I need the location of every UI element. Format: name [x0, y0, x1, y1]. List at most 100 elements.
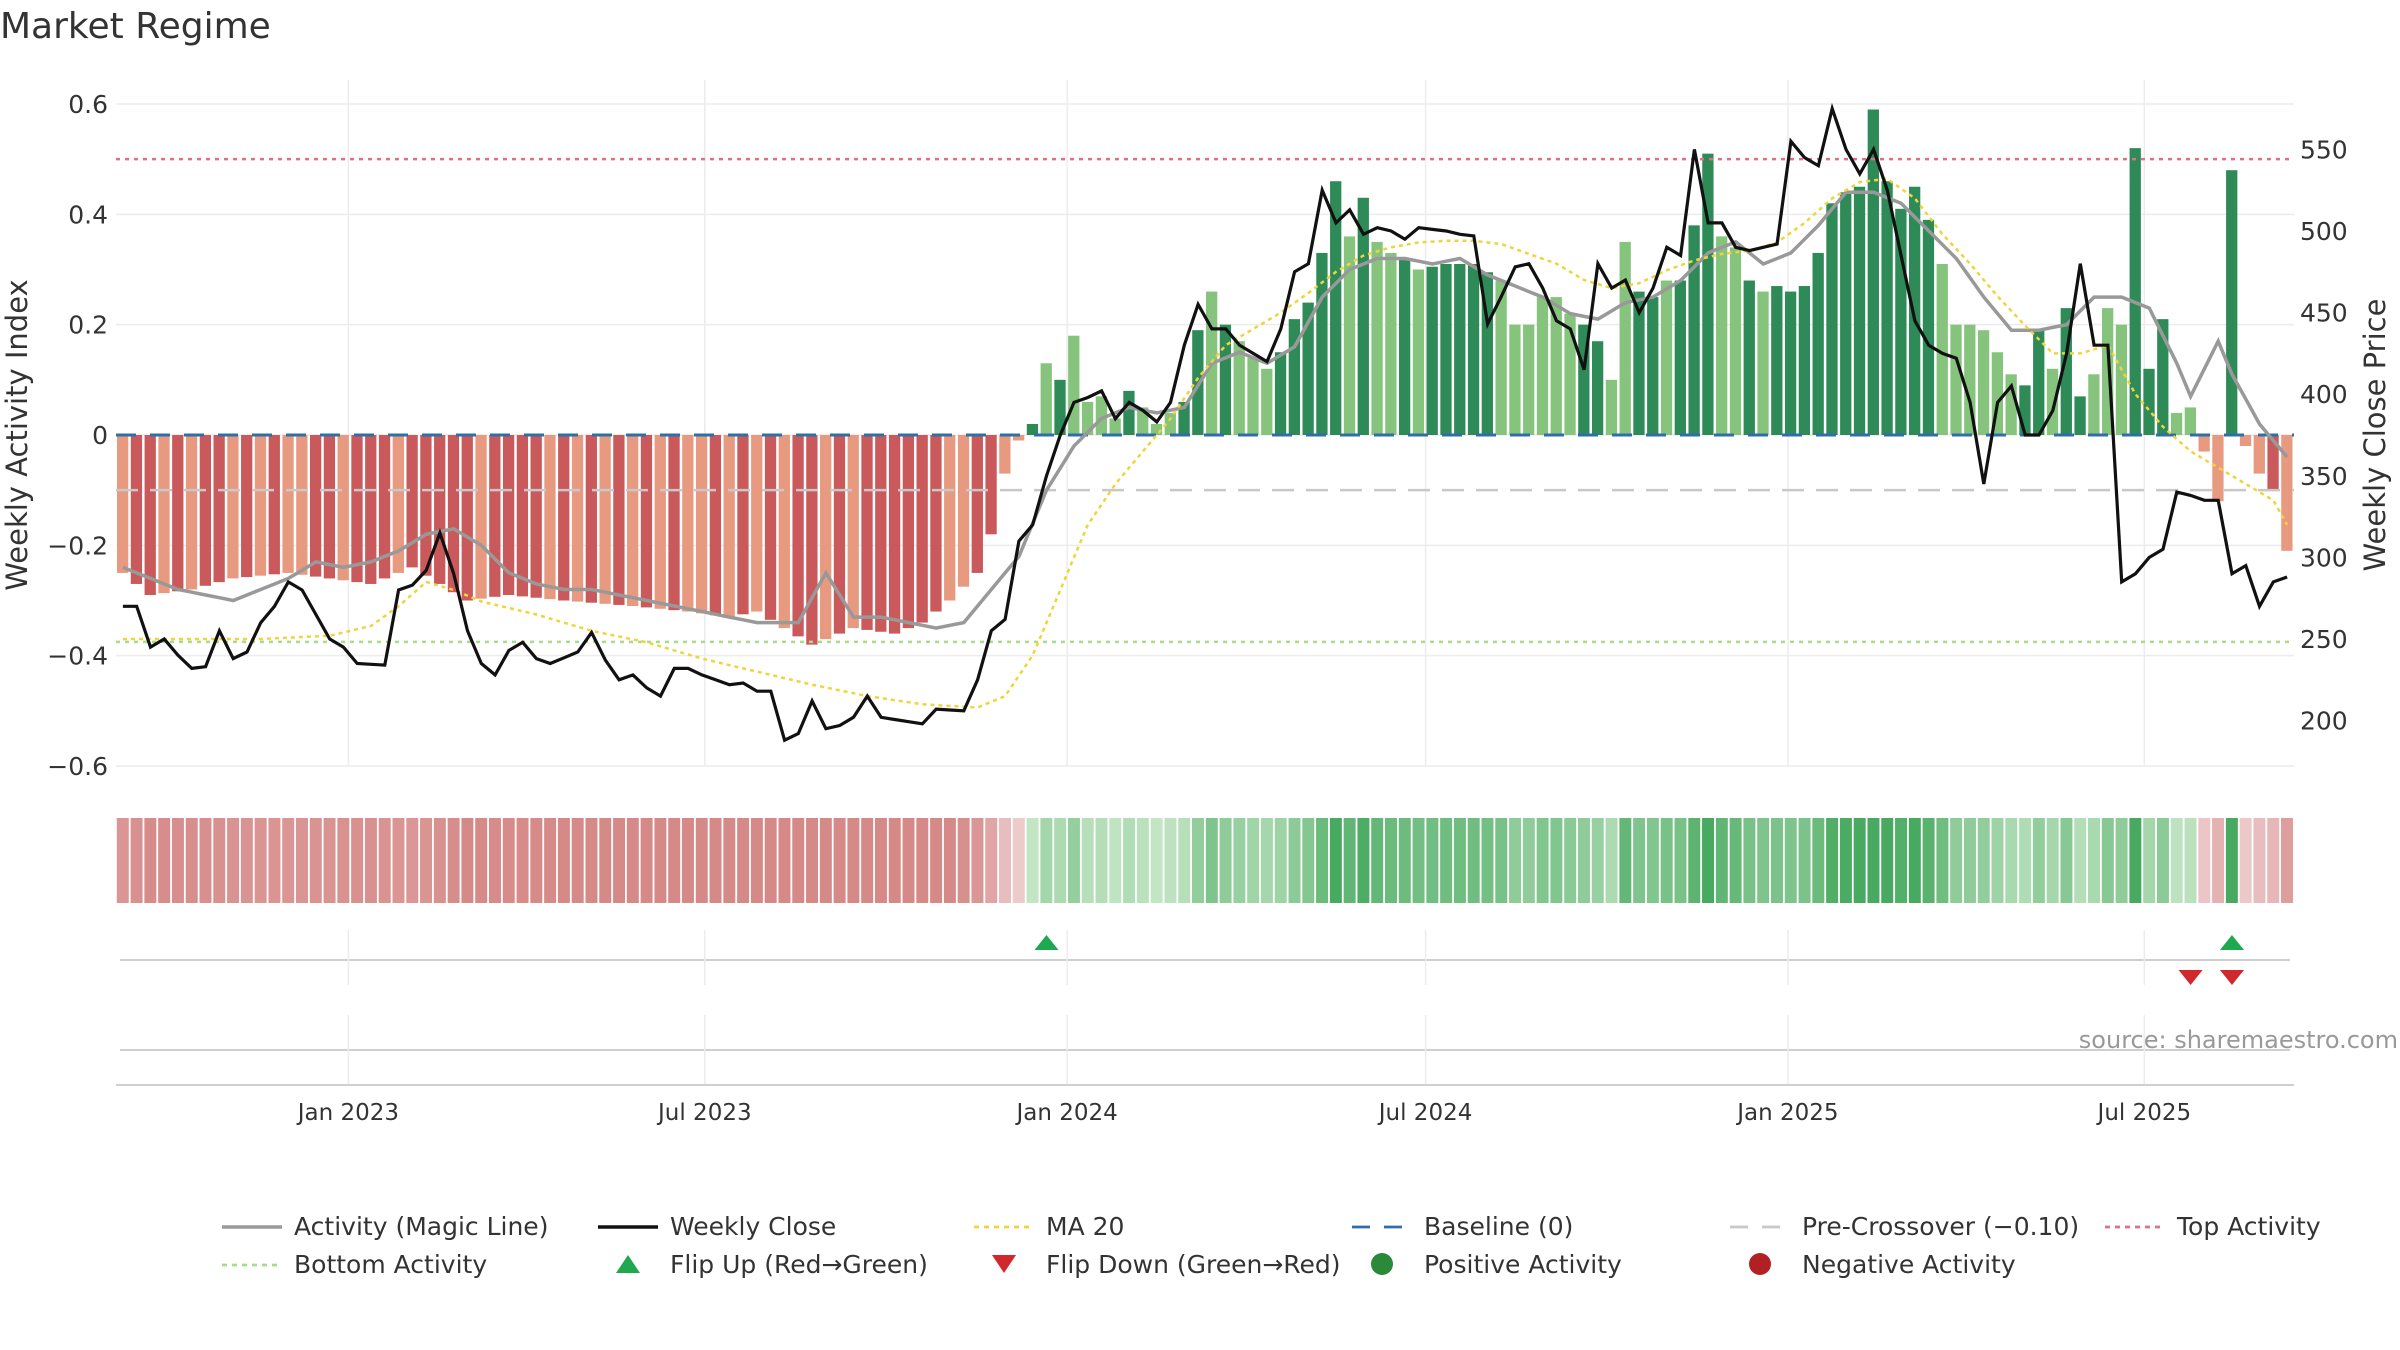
regime-strip-cell [916, 818, 929, 903]
regime-strip-cell [461, 818, 474, 903]
regime-strip-cell [1123, 818, 1136, 903]
regime-strip [116, 818, 2293, 903]
legend-item: Negative Activity [1749, 1250, 2016, 1279]
activity-bar [902, 435, 915, 629]
activity-bar [1757, 291, 1769, 435]
regime-strip-cell [378, 818, 391, 903]
regime-strip-cell [1950, 818, 1963, 903]
regime-strip-cell [1536, 818, 1549, 903]
activity-bar [241, 435, 253, 578]
activity-bar [1343, 236, 1356, 435]
regime-strip-cell [1412, 818, 1425, 903]
regime-strip-cell [1922, 818, 1935, 903]
regime-strip-cell [488, 818, 501, 903]
regime-strip-cell [282, 818, 295, 903]
activity-bar [1261, 368, 1273, 435]
regime-strip-cell [1812, 818, 1825, 903]
source-note: source: sharemaestro.com [2079, 1026, 2398, 1054]
regime-strip-cell [1550, 818, 1563, 903]
regime-strip-cell [1674, 818, 1687, 903]
regime-strip-cell [943, 818, 956, 903]
activity-bar [434, 435, 446, 584]
activity-bar [516, 435, 529, 597]
regime-strip-cell [1509, 818, 1522, 903]
activity-bar [2267, 435, 2279, 491]
regime-strip-cell [668, 818, 681, 903]
regime-strip-cell [2074, 818, 2087, 903]
x-tick-label: Jan 2024 [1014, 1100, 1117, 1126]
activity-bar [1564, 313, 1576, 435]
activity-bar [820, 435, 832, 640]
legend-item: Positive Activity [1371, 1250, 1622, 1279]
regime-strip-cell [2198, 818, 2211, 903]
regime-strip-cell [902, 818, 915, 903]
regime-strip-cell [1219, 818, 1232, 903]
activity-bar [2212, 435, 2224, 502]
regime-strip-cell [1385, 818, 1397, 903]
regime-strip-cell [847, 818, 860, 903]
activity-bar [1784, 291, 1797, 435]
legend-label: Top Activity [2176, 1212, 2321, 1241]
date-axis: Jan 2023 Jul 2023 Jan 2024 Jul 2024 Jan 2025… [116, 1084, 2294, 1126]
activity-bar [1330, 181, 1342, 435]
activity-bar [1274, 352, 1287, 435]
activity-bar [1853, 186, 1866, 435]
regime-strip-cell [1853, 818, 1866, 903]
regime-strip-cell [654, 818, 667, 903]
regime-strip-cell [764, 818, 777, 903]
activity-bar [1068, 335, 1080, 435]
flip-down-marker [2219, 970, 2244, 985]
regime-strip-cell [199, 818, 212, 903]
regime-strip-cell [874, 818, 887, 903]
regime-strip-cell [144, 818, 157, 903]
activity-bar [1371, 241, 1383, 435]
activity-bar [1302, 302, 1314, 435]
activity-bar [1013, 435, 1025, 441]
activity-bar [1109, 418, 1121, 435]
regime-strip-cell [1302, 818, 1315, 903]
regime-strip-cell [1908, 818, 1921, 903]
regime-strip-cell [750, 818, 763, 903]
regime-strip-cell [681, 818, 694, 903]
y2-tick-label: 500 [2300, 217, 2348, 246]
activity-bar [764, 435, 777, 620]
regime-strip-cell [557, 818, 570, 903]
activity-bar [2239, 435, 2252, 447]
activity-bar [489, 435, 501, 597]
regime-strip-cell [1522, 818, 1535, 903]
activity-bar [268, 435, 280, 575]
activity-bar [668, 435, 680, 611]
regime-strip-cell [1702, 818, 1715, 903]
regime-strip-cell [1839, 818, 1852, 903]
regime-strip-cell [1881, 818, 1894, 903]
y-tick-label: −0.2 [47, 531, 108, 560]
regime-strip-cell [571, 818, 584, 903]
legend-label: Flip Down (Green→Red) [1046, 1250, 1341, 1279]
regime-strip-cell [1867, 818, 1880, 903]
x-tick-label: Jan 2025 [1735, 1100, 1838, 1126]
activity-bar [1702, 153, 1714, 435]
regime-strip-cell [1646, 818, 1659, 903]
regime-strip-cell [268, 818, 281, 903]
activity-bar [461, 435, 473, 601]
regime-strip-cell [1963, 818, 1976, 903]
magic-line [122, 190, 2289, 630]
activity-bar [1771, 286, 1783, 435]
activity-bar [2129, 148, 2141, 436]
regime-strip-cell [2129, 818, 2142, 903]
activity-bar [2143, 368, 2155, 435]
regime-strip-cell [158, 818, 171, 903]
regime-strip-cell [1757, 818, 1770, 903]
activity-bar [1688, 225, 1700, 435]
y-tick-label: −0.6 [47, 752, 108, 781]
activity-bars [117, 109, 2293, 645]
activity-bar [2102, 308, 2114, 435]
regime-strip-cell [1054, 818, 1067, 903]
regime-strip-cell [1619, 818, 1632, 903]
activity-bar [130, 435, 143, 584]
flip-up-marker [1034, 935, 1059, 950]
activity-bar [1716, 236, 1728, 435]
regime-strip-cell [1743, 818, 1756, 903]
activity-bar [365, 435, 377, 584]
activity-bar [1536, 297, 1549, 435]
